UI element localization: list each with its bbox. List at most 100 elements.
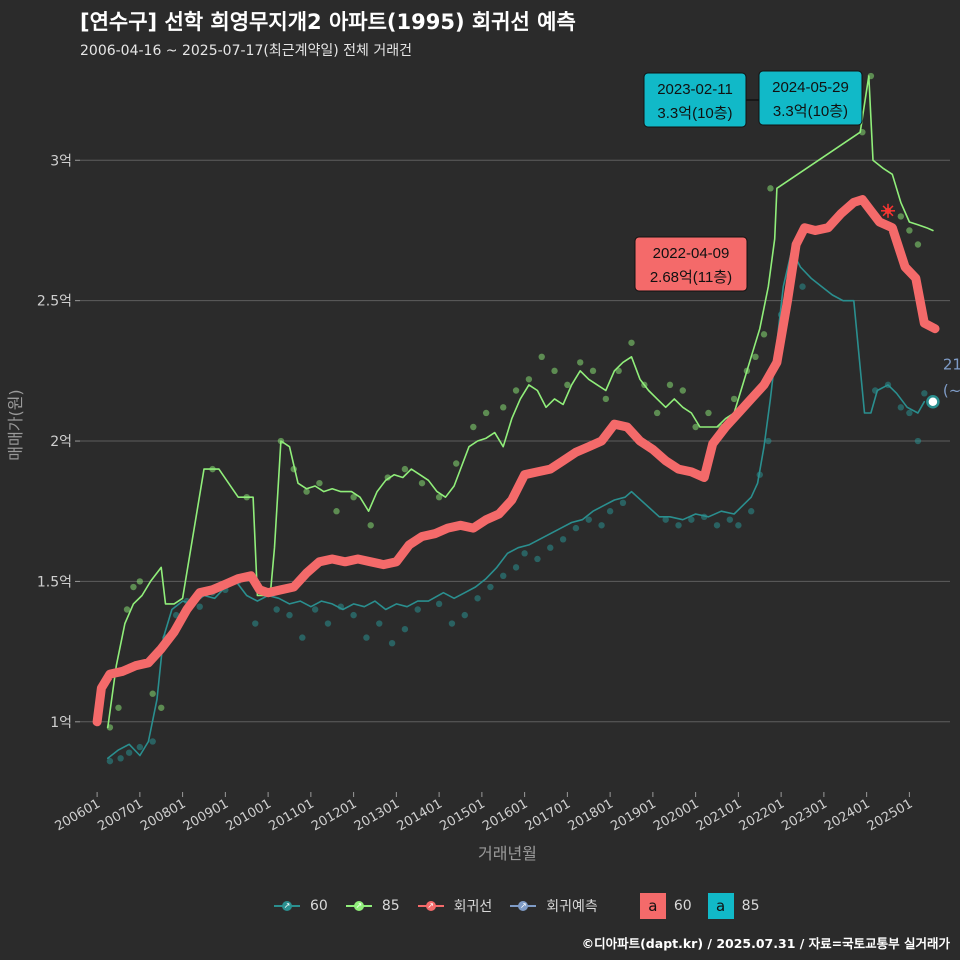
- annotation-label-2024-05-29: 2024-05-29 3.3억(10층): [758, 70, 863, 126]
- scatter-point-85: [333, 508, 340, 515]
- scatter-point-60: [448, 620, 456, 627]
- scatter-point-85: [401, 465, 409, 473]
- series-line-85: [107, 75, 934, 729]
- forecast-point: [926, 394, 940, 409]
- scatter-point-85: [350, 493, 357, 501]
- x-tick-label: 202401: [822, 796, 872, 834]
- scatter-point-60: [500, 572, 507, 580]
- highlight-marker-ray: [882, 210, 889, 217]
- x-tick-label: 201901: [608, 796, 658, 834]
- scatter-point-85: [602, 395, 610, 403]
- scatter-point-60: [675, 522, 682, 529]
- x-tick-label: 201101: [266, 796, 316, 834]
- scatter-point-85: [149, 690, 156, 697]
- scatter-point-60: [713, 522, 721, 529]
- annotation-value: 3.3억(10층): [773, 103, 848, 120]
- scatter-point-60: [735, 522, 742, 529]
- scatter-point-60: [897, 404, 905, 411]
- scatter-point-85: [512, 387, 520, 394]
- scatter-point-85: [130, 583, 137, 591]
- x-tick-label: 202201: [737, 796, 787, 834]
- y-tick-label: 1억: [50, 715, 72, 731]
- scatter-point-85: [158, 704, 165, 711]
- x-axis-title: 거래년월: [478, 844, 537, 863]
- scatter-point-85: [897, 213, 905, 220]
- scatter-point-60: [662, 516, 669, 523]
- scatter-point-85: [500, 404, 507, 411]
- scatter-point-85: [628, 339, 635, 346]
- scatter-point-60: [619, 499, 627, 507]
- annotation-date: 2023-02-11: [657, 81, 733, 98]
- scatter-point-60: [311, 606, 319, 613]
- legend-item-60: ↗ 60: [272, 896, 328, 916]
- x-tick-label: 202001: [651, 796, 701, 834]
- annotation-box: [758, 70, 863, 126]
- scatter-point-60: [401, 625, 409, 633]
- scatter-point-60: [324, 620, 332, 627]
- x-tick-label: 201301: [352, 796, 402, 834]
- scatter-point-85: [767, 185, 774, 192]
- scatter-point-85: [906, 227, 913, 234]
- scatter-point-60: [765, 437, 772, 445]
- regression-line: [92, 195, 940, 727]
- annotation-label-2023-02-11: 2023-02-11 3.3억(10층): [643, 72, 747, 128]
- scatter-point-85: [564, 381, 571, 389]
- scatter-point-85: [470, 423, 477, 431]
- scatter-point-85: [367, 522, 374, 529]
- source-caption: ©디아파트(dapt.kr) / 2025.07.31 / 자료=국토교통부 실…: [581, 936, 950, 951]
- scatter-point-85: [525, 376, 533, 383]
- chart-subtitle: 2006-04-16 ~ 2025-07-17(최근계약일) 전체 거래건: [80, 43, 412, 59]
- x-tick-label: 201401: [395, 796, 445, 834]
- x-tick-label: 202301: [779, 796, 829, 834]
- scatter-point-85: [123, 606, 131, 613]
- scatter-point-85: [760, 331, 768, 338]
- highlight-marker-ray: [882, 205, 889, 212]
- annotation-date: 2022-04-09: [653, 245, 730, 262]
- scatter-point-60: [914, 437, 922, 445]
- legend-label-forecast: 회귀예측: [546, 899, 598, 915]
- scatter-point-85: [576, 359, 584, 366]
- scatter-point-60: [363, 634, 370, 641]
- scatter-point-60: [461, 611, 468, 619]
- legend-item-regression: ↗ 회귀선: [416, 896, 492, 916]
- scatter-point-85: [482, 409, 490, 417]
- x-tick-label: 200601: [53, 796, 103, 834]
- legend-label-60: 60: [310, 898, 328, 914]
- scatter-point-85: [705, 409, 712, 417]
- scatter-point-60: [136, 743, 144, 751]
- scatter-point-85: [551, 367, 558, 375]
- scatter-point-60: [388, 639, 396, 647]
- scatter-point-85: [914, 241, 922, 248]
- scatter-point-60: [125, 749, 133, 756]
- scatter-point-85: [435, 493, 443, 501]
- scatter-point-60: [149, 738, 156, 745]
- scatter-point-60: [196, 603, 203, 610]
- x-tick-label: 201001: [224, 796, 274, 834]
- annotation-value: 2.68억(11층): [650, 269, 732, 286]
- highlight-marker: [881, 203, 896, 218]
- y-tick-label: 2억: [50, 434, 72, 450]
- scatter-point-60: [435, 600, 443, 608]
- x-tick-label: 201601: [480, 796, 530, 834]
- scatter-point-60: [521, 550, 528, 557]
- legend-box-60: a: [639, 893, 666, 919]
- scatter-point-60: [906, 409, 913, 417]
- scatter-point-85: [316, 479, 323, 487]
- scatter-point-60: [598, 522, 605, 529]
- scatter-point-60: [512, 564, 520, 571]
- legend-item-forecast: ↗ 회귀예측: [508, 896, 598, 916]
- scatter-point-60: [534, 555, 541, 563]
- x-tick-label: 200901: [181, 796, 231, 834]
- scatter-point-60: [286, 611, 293, 619]
- scatter-point-85: [730, 395, 738, 403]
- legend-key-regression: ↗: [416, 896, 446, 916]
- annotation-date: 2024-05-29: [772, 79, 849, 96]
- legend: ↗ 60 ↗ 85 ↗ 회귀선 ↗ 회귀예측 a 60 a 85: [272, 892, 775, 920]
- scatter-point-60: [376, 620, 383, 627]
- forecast-value-label: 21,433: [943, 356, 960, 374]
- scatter-point-60: [748, 508, 755, 515]
- scatter-point-85: [538, 353, 545, 361]
- y-tick-label: 1.5억: [37, 574, 72, 590]
- scatter-point-85: [418, 479, 426, 487]
